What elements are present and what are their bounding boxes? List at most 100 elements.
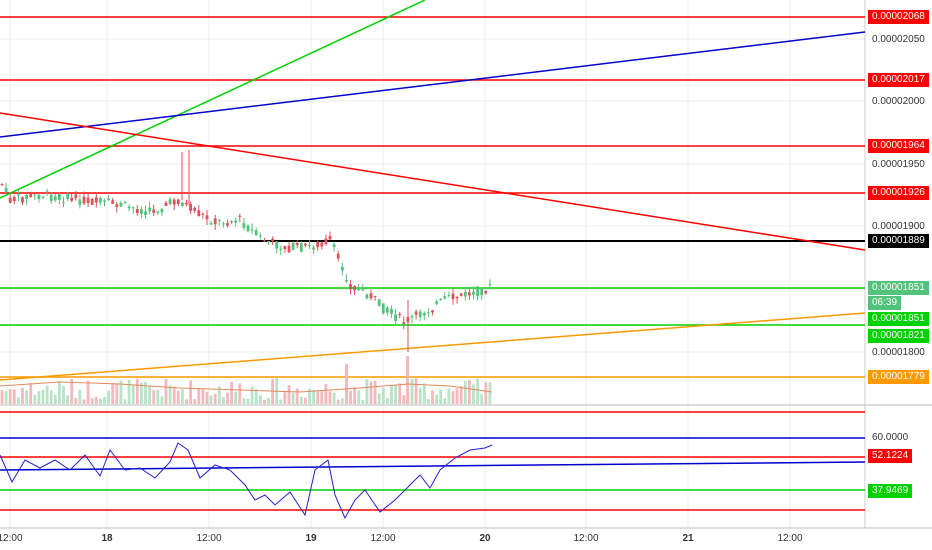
candle-body <box>0 183 4 185</box>
time-label: 19 <box>305 533 317 544</box>
candle-body <box>12 196 16 202</box>
volume-bar <box>156 389 160 404</box>
trendline-red <box>0 112 866 251</box>
volume-bar <box>164 378 168 404</box>
candle-body <box>427 312 430 314</box>
volume-bar <box>410 379 414 404</box>
candle-body <box>451 293 455 300</box>
candle-body <box>201 213 205 215</box>
volume-bar <box>476 378 479 404</box>
volume-bar <box>238 383 242 404</box>
trendline-green <box>0 0 426 199</box>
candle-body <box>394 314 397 321</box>
volume-bar <box>33 394 37 404</box>
time-label: 12:00 <box>196 533 222 544</box>
candle-body <box>45 191 49 193</box>
volume-bar <box>111 383 115 404</box>
volume-bar <box>4 390 8 404</box>
candle-body <box>152 209 156 214</box>
candle-body <box>287 245 291 253</box>
volume-ma-line <box>0 381 493 393</box>
candle-body <box>33 194 37 196</box>
candle-body <box>316 241 320 248</box>
price-tick-label: 0.00001900 <box>872 221 925 232</box>
volume-bar <box>304 397 307 404</box>
volume-bar <box>197 388 201 404</box>
volume-bar <box>422 383 426 404</box>
volume-bar <box>381 387 385 404</box>
candle-body <box>328 236 332 240</box>
candle-body <box>291 242 295 250</box>
candle-body <box>468 292 471 296</box>
volume-bar <box>468 380 471 404</box>
price-tag-resistance: 0.00002068 <box>868 10 929 24</box>
volume-bar <box>365 379 369 404</box>
candle-body <box>373 296 377 298</box>
price-tag-resistance: 0.00001926 <box>868 186 929 200</box>
candle-body <box>279 248 283 250</box>
volume-bar <box>148 385 151 404</box>
candle-body <box>258 235 262 237</box>
volume-bar <box>123 399 127 404</box>
volume-bar <box>131 385 135 404</box>
price-tag-resistance: 0.00002017 <box>868 73 929 87</box>
candle-body <box>238 215 242 217</box>
volume-bar <box>308 388 311 404</box>
volume-bar <box>144 381 147 404</box>
volume-bar <box>480 393 484 404</box>
candle-body <box>476 286 479 297</box>
candle-body <box>386 307 389 313</box>
volume-bar <box>451 391 455 404</box>
candle-body <box>410 315 414 318</box>
volume-bar <box>119 380 123 404</box>
candle-body <box>99 198 102 203</box>
volume-bar <box>406 356 409 404</box>
volume-bar <box>418 387 422 404</box>
candle-body <box>349 284 352 290</box>
volume-bar <box>37 391 41 404</box>
candle-body <box>361 287 365 291</box>
volume-bar <box>340 398 344 404</box>
time-label: 21 <box>682 533 694 544</box>
volume-bar <box>172 386 176 404</box>
volume-bar <box>361 399 365 404</box>
volume-bar <box>70 378 74 404</box>
volume-bar <box>447 388 451 404</box>
volume-bar <box>58 381 61 404</box>
candle-body <box>123 201 127 203</box>
volume-bar <box>336 399 340 404</box>
volume-bar <box>390 384 393 404</box>
candle-body <box>283 246 287 250</box>
volume-bar <box>332 392 336 404</box>
price-tick-label: 0.00002050 <box>872 34 925 45</box>
volume-bar <box>94 396 98 404</box>
volume-bar <box>386 397 389 404</box>
volume-bar <box>267 397 270 404</box>
candle-body <box>463 291 467 297</box>
candle-body <box>402 322 406 324</box>
time-label: 12:00 <box>573 533 599 544</box>
candle-body <box>135 209 139 214</box>
candle-body <box>447 294 451 296</box>
candle-body <box>435 301 438 304</box>
volume-bar <box>222 397 225 404</box>
volume-bar <box>217 386 221 404</box>
candle-body <box>144 211 147 216</box>
candle-body <box>414 311 418 315</box>
candle-body <box>86 197 90 204</box>
candle-body <box>263 240 266 242</box>
candle-body <box>230 221 233 223</box>
candle-body <box>381 303 385 314</box>
candle-body <box>94 197 98 203</box>
volume-bar <box>49 390 53 404</box>
volume-bar <box>414 378 418 404</box>
candle-body <box>295 243 299 246</box>
price-tick-label: 0.00002000 <box>872 96 925 107</box>
candle-body <box>49 194 53 201</box>
volume-bar <box>373 380 377 404</box>
candle-body <box>353 286 356 291</box>
volume-bar <box>258 395 262 404</box>
volume-bar <box>115 384 119 404</box>
